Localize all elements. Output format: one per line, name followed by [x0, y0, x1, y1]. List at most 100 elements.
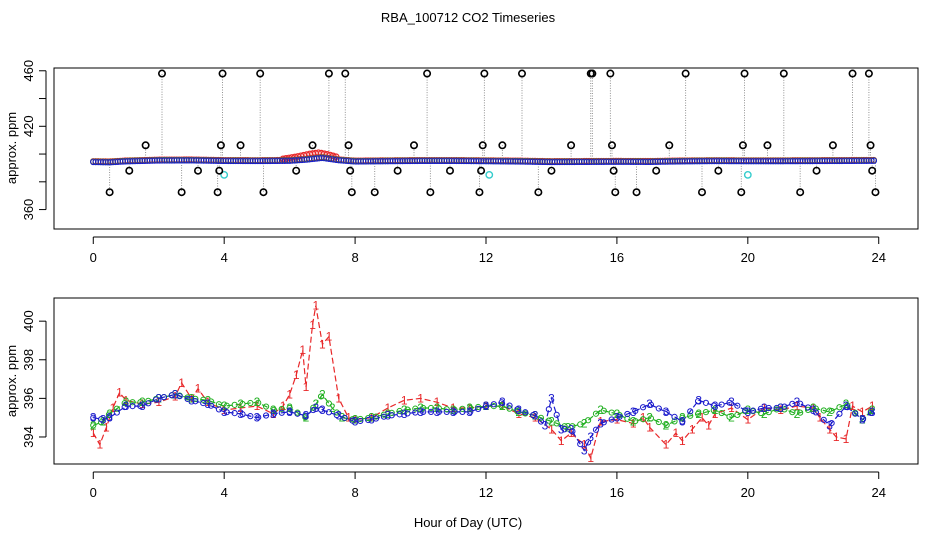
series-3-label: 3: [237, 407, 244, 421]
flag-point: [779, 69, 788, 78]
series-2-point: [239, 400, 246, 408]
series-3-point: [592, 426, 600, 433]
top-y-axis: 360 420 460: [21, 60, 47, 221]
flag-point: [864, 69, 873, 78]
series-2-point: [592, 410, 600, 417]
series-1-label: 1: [816, 411, 823, 425]
flag-point: [177, 188, 186, 197]
series-2-point: [467, 404, 474, 412]
series-3-label: 3: [286, 405, 293, 419]
series-1-label: 1: [548, 422, 555, 436]
bottom-x-tick-label: 16: [610, 485, 624, 500]
series-2-point: [702, 409, 710, 416]
series-1-label: 1: [728, 401, 735, 415]
flag-point: [324, 69, 333, 78]
series-3-point: [302, 412, 309, 419]
series-2-point: [145, 397, 152, 404]
flag-point: [477, 166, 486, 175]
series-3-label: 3: [761, 401, 768, 415]
series-3-point: [475, 405, 482, 412]
series-2-point: [718, 409, 725, 417]
flag-point: [478, 141, 487, 150]
series-2-point: [357, 415, 364, 423]
series-3-label: 3: [434, 405, 441, 419]
series-2-label: 2: [843, 397, 850, 411]
series-2-label: 2: [123, 395, 130, 409]
series-3-point: [812, 409, 819, 416]
series-3-point: [349, 417, 356, 424]
flag-point: [105, 188, 114, 197]
series-1-label: 1: [309, 318, 316, 332]
series-3-point: [215, 406, 223, 413]
series-1-label: 1: [335, 391, 342, 405]
bottom-y-tick-label: 394: [21, 426, 36, 448]
series-3-point: [537, 418, 545, 425]
series-1-label: 1: [90, 426, 97, 440]
series-3-label: 3: [869, 405, 876, 419]
series-1-label: 1: [345, 411, 352, 425]
series-2-point: [420, 404, 427, 412]
series-3-point: [168, 392, 175, 399]
series-2-label: 2: [401, 403, 408, 417]
series-1-label: 1: [417, 391, 424, 405]
series-3-label: 3: [581, 443, 588, 457]
series-3-point: [412, 409, 419, 416]
flag-point: [194, 166, 203, 175]
series-3-label: 3: [139, 399, 146, 413]
series-2-point: [647, 415, 655, 422]
series-3-point: [388, 412, 395, 419]
series-1-label: 1: [96, 438, 103, 452]
flag-point: [158, 69, 167, 78]
series-1-label: 1: [558, 434, 565, 448]
flag-point: [588, 69, 597, 78]
series-3-point: [553, 411, 560, 418]
top-flag-points: [105, 69, 880, 197]
series-2-label: 2: [564, 420, 571, 434]
series-3-label: 3: [319, 403, 326, 417]
series-3-point: [663, 409, 670, 416]
flag-point: [866, 141, 875, 150]
series-3-label: 3: [558, 422, 565, 436]
bottom-x-tick-label: 0: [90, 485, 97, 500]
series-3-point: [223, 409, 230, 416]
bottom-x-tick-label: 4: [221, 485, 228, 500]
series-2-label: 2: [139, 395, 146, 409]
series-3-point: [310, 406, 317, 414]
series-3-label: 3: [499, 395, 506, 409]
series-3-point: [820, 416, 827, 423]
flag-point: [681, 69, 690, 78]
series-1-label: 1: [270, 407, 277, 421]
series-1-label: 1: [286, 388, 293, 402]
series-2-point: [663, 421, 670, 429]
flag-point: [740, 69, 749, 78]
top-y-tick-label: 360: [21, 199, 36, 221]
series-3-label: 3: [826, 418, 833, 432]
top-x-tick-label: 20: [741, 250, 755, 265]
series-2-point: [671, 418, 678, 425]
series-1-label: 1: [614, 413, 621, 427]
series-2-label: 2: [286, 401, 293, 415]
series-3-point: [836, 410, 843, 417]
series-2-point: [844, 402, 851, 409]
series-2-point: [553, 420, 560, 427]
bottom-x-tick-label: 24: [871, 485, 885, 500]
series-2-label: 2: [869, 403, 876, 417]
series-1-label: 1: [237, 401, 244, 415]
series-2-point: [396, 407, 403, 415]
series-3-point: [789, 400, 796, 407]
series-2-point: [687, 412, 694, 419]
series-3-label: 3: [542, 418, 549, 432]
flag-point: [308, 141, 317, 150]
flag-point: [828, 141, 837, 150]
series-2-point: [137, 399, 144, 406]
series-2-point: [616, 411, 623, 419]
flag-point: [607, 141, 616, 150]
series-3-label: 3: [417, 405, 424, 419]
series-2-point: [325, 400, 333, 407]
series-1-label: 1: [646, 420, 653, 434]
series-3-point: [145, 400, 152, 407]
series-2-label: 2: [826, 405, 833, 419]
series-1-label: 1: [699, 411, 706, 425]
series-1-label: 1: [188, 391, 195, 405]
flag-point: [347, 188, 356, 197]
